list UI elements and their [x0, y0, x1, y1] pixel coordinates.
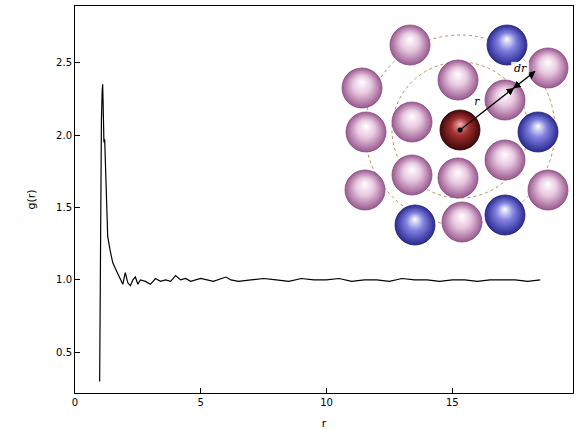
svg-text:2.5: 2.5 [56, 57, 72, 68]
svg-text:g(r): g(r) [25, 189, 38, 209]
svg-text:1.0: 1.0 [56, 274, 72, 285]
svg-text:0.5: 0.5 [56, 347, 72, 358]
svg-text:10: 10 [320, 397, 333, 408]
svg-text:r: r [322, 417, 327, 430]
svg-text:2.0: 2.0 [56, 130, 72, 141]
svg-text:dr: dr [514, 62, 527, 75]
svg-text:0: 0 [72, 397, 78, 408]
svg-text:15: 15 [446, 397, 459, 408]
svg-text:1.5: 1.5 [56, 202, 72, 213]
svg-text:r: r [474, 95, 480, 108]
svg-text:5: 5 [198, 397, 204, 408]
